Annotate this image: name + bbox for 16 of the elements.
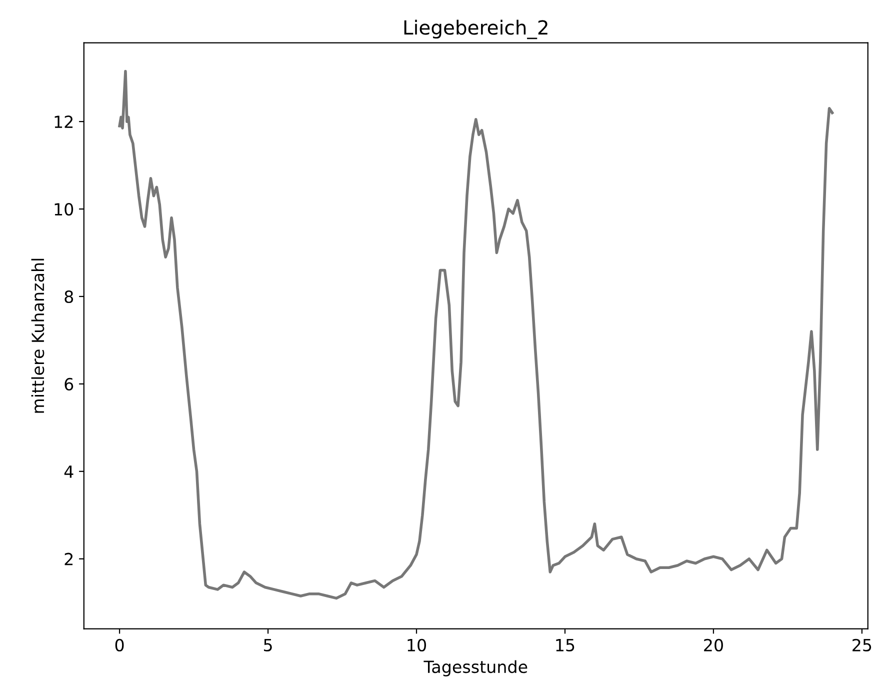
line-series — [118, 70, 834, 600]
y-tick-label: 6 — [64, 378, 74, 390]
x-tick-label: 20 — [704, 638, 723, 652]
y-tick-label: 10 — [54, 202, 74, 216]
y-axis-title: mittlere Kuhanzahl — [31, 258, 44, 413]
chart-title: Liegebereich_2 — [404, 20, 548, 40]
x-tick-label: 10 — [408, 638, 426, 652]
x-tick-label: 0 — [115, 638, 124, 652]
x-tick-label: 25 — [852, 638, 872, 652]
y-tick-label: 8 — [64, 290, 74, 304]
y-tick-label: 2 — [64, 552, 73, 566]
x-axis-title: Tagesstunde — [424, 660, 528, 676]
y-tick-label: 4 — [64, 466, 74, 478]
x-tick-label: 15 — [556, 639, 574, 652]
y-tick-label: 12 — [54, 116, 73, 128]
x-tick-label: 5 — [264, 639, 272, 652]
